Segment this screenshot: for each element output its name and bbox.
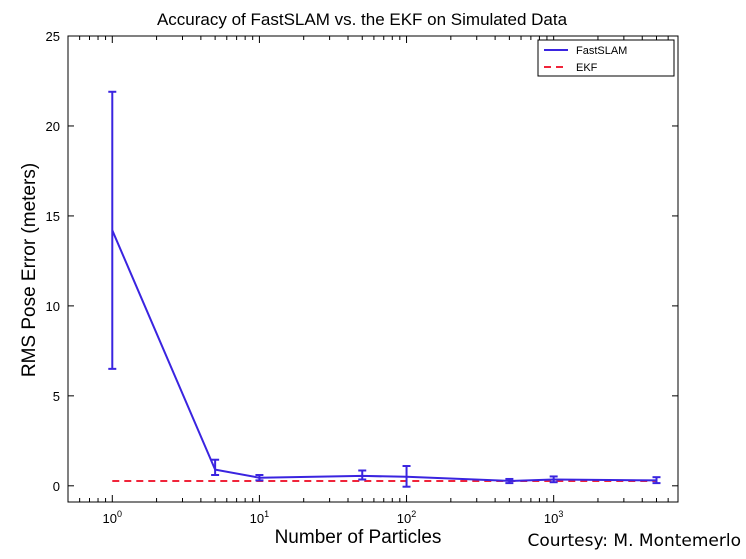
error-bar-0 xyxy=(108,90,117,370)
series-layer xyxy=(108,90,661,488)
y-tick-label-5: 25 xyxy=(46,29,60,44)
x-axis-label: Number of Particles xyxy=(275,527,442,548)
x-tick-label-3: 103 xyxy=(544,509,563,526)
legend-label-ekf: EKF xyxy=(576,62,598,74)
error-bar-6 xyxy=(549,475,558,484)
error-bar-7 xyxy=(652,476,661,485)
y-axis-label: RMS Pose Error (meters) xyxy=(19,163,40,377)
y-tick-label-0: 0 xyxy=(53,479,60,494)
y-tick-label-1: 5 xyxy=(53,389,60,404)
error-bar-3 xyxy=(358,469,367,481)
x-tick-label-1: 101 xyxy=(250,509,269,526)
legend: FastSLAM EKF xyxy=(537,39,675,77)
y-tick-label-4: 20 xyxy=(46,119,60,134)
series-line-fastslam xyxy=(111,229,657,482)
ticks-layer: 0 5 10 15 20 25 100 101 102 103 xyxy=(46,29,678,526)
legend-box xyxy=(537,39,675,77)
error-bar-5 xyxy=(505,477,514,485)
x-tick-label-2: 102 xyxy=(397,509,416,526)
y-tick-label-2: 10 xyxy=(46,299,60,314)
error-bar-1 xyxy=(211,458,220,477)
y-tick-label-3: 15 xyxy=(46,209,60,224)
chart-title: Accuracy of FastSLAM vs. the EKF on Simu… xyxy=(157,10,568,29)
error-bar-2 xyxy=(255,474,264,482)
credit-text: Courtesy: M. Montemerlo xyxy=(527,531,741,551)
legend-label-fastslam: FastSLAM xyxy=(576,45,627,57)
error-bar-4 xyxy=(402,465,411,488)
plot-frame xyxy=(67,35,679,503)
x-tick-label-0: 100 xyxy=(103,509,122,526)
